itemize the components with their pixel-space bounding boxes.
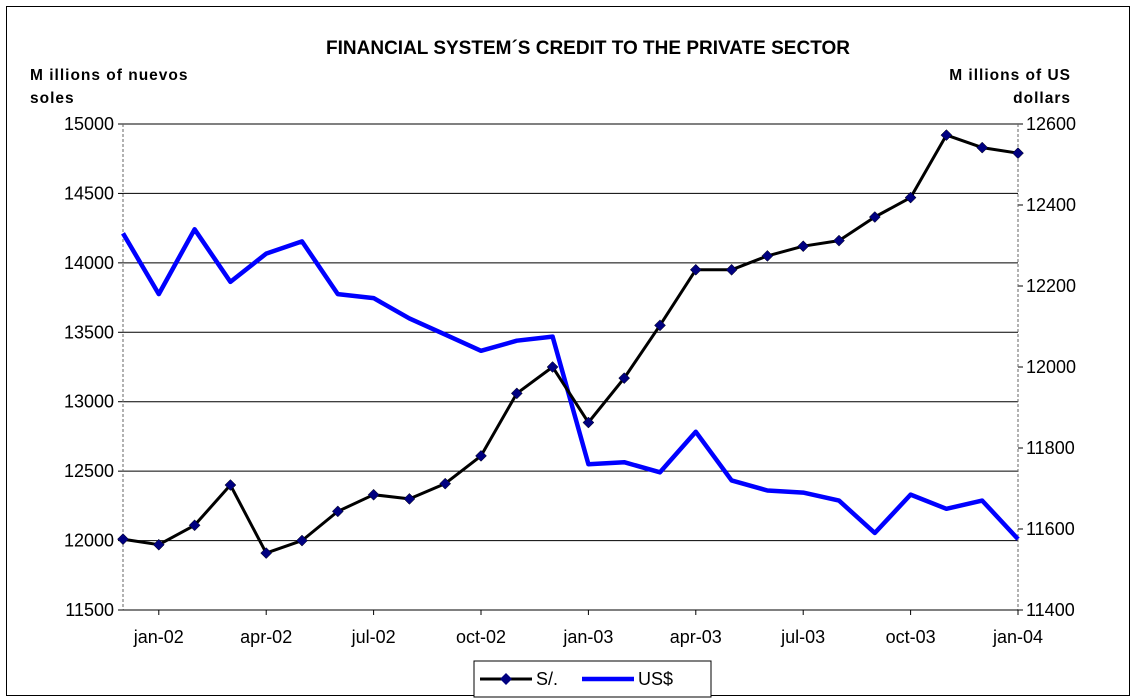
data-point-soles <box>940 129 953 141</box>
series-line-us-dollars <box>121 227 1020 541</box>
data-point-soles <box>582 416 595 429</box>
left-tick-label: 13500 <box>64 322 114 342</box>
legend: S/. US$ <box>473 660 712 698</box>
right-tick-label: 12400 <box>1026 195 1076 215</box>
data-point-soles <box>725 263 738 276</box>
data-point-soles <box>689 263 702 276</box>
data-point-soles <box>188 519 201 532</box>
right-tick-label: 12000 <box>1026 357 1076 377</box>
left-tick-label: 12000 <box>64 531 114 551</box>
left-axis-title-line1: M illions of nuevos <box>30 67 189 84</box>
series-line-nuevos-soles <box>122 133 1019 555</box>
data-point-soles <box>475 450 487 462</box>
right-tick-label: 11800 <box>1026 438 1075 458</box>
left-tick-label: 13000 <box>64 392 114 412</box>
gridlines <box>123 123 1018 542</box>
legend-marker-soles <box>500 673 512 685</box>
data-point-soles <box>152 538 165 551</box>
data-point-soles <box>654 319 666 332</box>
data-point-soles <box>868 211 881 223</box>
x-tick-label: jul-03 <box>780 627 825 647</box>
x-tick-label: oct-02 <box>456 627 506 647</box>
data-point-soles <box>618 372 631 384</box>
data-point-soles <box>761 250 774 262</box>
data-point-soles <box>403 493 416 505</box>
data-point-soles <box>510 387 523 400</box>
data-point-soles <box>1012 147 1024 160</box>
data-point-soles <box>439 477 452 490</box>
data-point-soles <box>904 191 917 204</box>
data-point-soles <box>331 505 344 518</box>
left-tick-label: 11500 <box>65 600 114 620</box>
tick-labels: 11500 12000 12500 13000 13500 14000 14500 15000… <box>64 114 1076 647</box>
data-point-soles <box>117 533 129 546</box>
data-point-soles <box>367 488 380 501</box>
left-axis-title-line2: soles <box>30 90 75 107</box>
x-tick-label: jan-02 <box>133 627 184 647</box>
x-tick-label: apr-02 <box>240 627 292 647</box>
data-point-soles <box>260 547 273 559</box>
axes <box>118 123 1023 615</box>
legend-label-dollars: US$ <box>638 669 673 689</box>
x-tick-label: jul-02 <box>351 627 396 647</box>
right-axis-title-line2: dollars <box>1013 90 1071 107</box>
data-point-soles <box>797 240 810 253</box>
data-point-soles <box>224 479 237 491</box>
right-tick-label: 12200 <box>1026 276 1076 296</box>
x-tick-label: oct-03 <box>886 627 936 647</box>
data-point-soles <box>546 361 559 373</box>
x-tick-label: jan-04 <box>992 627 1043 647</box>
right-axis-title-line1: M illions of US <box>949 67 1071 84</box>
right-tick-label: 11400 <box>1026 600 1075 620</box>
chart-title: FINANCIAL SYSTEM´S CREDIT TO THE PRIVATE… <box>326 38 850 59</box>
legend-label-soles: S/. <box>536 669 558 689</box>
right-tick-label: 12600 <box>1026 114 1076 134</box>
x-tick-label: jan-03 <box>562 627 613 647</box>
left-tick-label: 14000 <box>64 253 114 273</box>
left-tick-label: 12500 <box>64 461 114 481</box>
data-point-soles <box>296 534 308 547</box>
series <box>117 129 1024 559</box>
right-tick-label: 11600 <box>1026 519 1075 539</box>
left-tick-label: 14500 <box>64 183 114 203</box>
data-point-soles <box>976 141 989 154</box>
x-tick-label: apr-03 <box>670 627 722 647</box>
left-tick-label: 15000 <box>64 114 114 134</box>
data-point-soles <box>833 234 845 247</box>
